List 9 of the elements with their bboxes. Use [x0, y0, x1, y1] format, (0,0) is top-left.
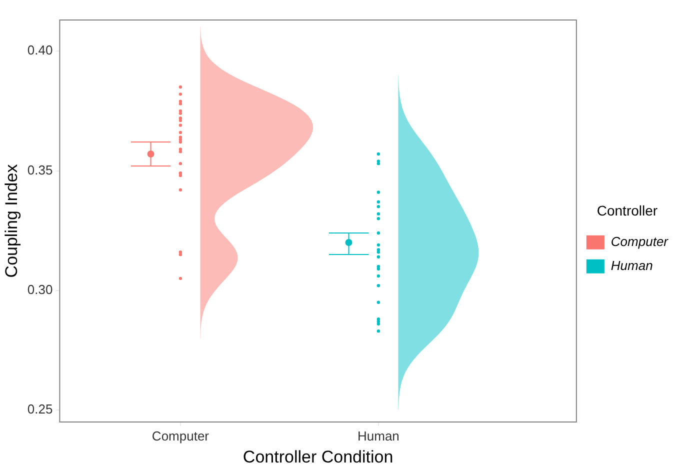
legend-label: Computer	[610, 234, 669, 250]
x-axis-title: Controller Condition	[242, 447, 394, 466]
y-tick-label: 0.25	[27, 402, 53, 417]
y-axis-title: Coupling Index	[2, 164, 21, 278]
y-tick-label: 0.35	[27, 162, 53, 178]
y-tick-label: 0.30	[27, 282, 53, 297]
legend-label: Human	[610, 258, 653, 274]
y-tick-label: 0.40	[27, 42, 53, 58]
legend-title: Controller	[596, 202, 658, 218]
